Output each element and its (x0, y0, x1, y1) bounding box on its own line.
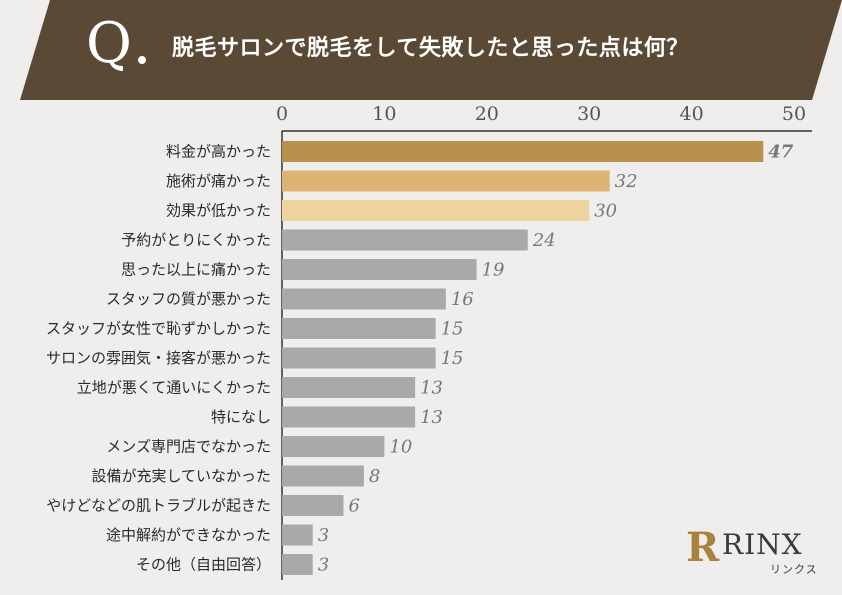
bar-value-label: 24 (532, 230, 556, 251)
x-tick-label: 50 (782, 103, 806, 125)
bar (282, 465, 364, 487)
bar-value-label: 13 (420, 378, 443, 399)
bar-value-label: 47 (768, 142, 794, 163)
x-tick-label: 30 (577, 103, 601, 125)
question-dot (138, 56, 146, 64)
bar-value-label: 10 (389, 437, 412, 458)
brand-mark-icon: R (686, 524, 720, 571)
x-tick-label: 20 (475, 103, 499, 125)
brand-name: RINX (722, 528, 803, 561)
bar-value-label: 15 (441, 319, 464, 340)
bar-value-label: 8 (369, 466, 380, 487)
category-label: スタッフの質が悪かった (106, 290, 271, 308)
bar-value-label: 3 (318, 555, 329, 576)
title-banner (20, 0, 842, 100)
bar (282, 318, 436, 339)
bar (282, 200, 590, 221)
bar (282, 229, 528, 251)
category-label: 立地が悪くて通いにくかった (77, 379, 271, 397)
category-label: メンズ専門店でなかった (106, 438, 271, 456)
category-label: 設備が充実していなかった (91, 467, 271, 485)
x-axis-ticks: 0 10 20 30 40 50 (276, 103, 806, 125)
bar-value-label: 6 (348, 496, 359, 517)
banner-shape (20, 0, 842, 100)
category-label: その他（自由回答） (136, 556, 271, 574)
bar (282, 259, 477, 280)
bar (282, 288, 446, 310)
bar (282, 495, 344, 516)
bars: 料金が高かった 47 施術が痛かった 32 効果が低かった 30 予約がとりにくかった 24 思… (46, 141, 794, 576)
category-label: 思った以上に痛かった (121, 261, 271, 279)
category-label: 特になし (211, 408, 271, 426)
brand-subtitle: リンクス (770, 563, 818, 576)
category-label: 効果が低かった (166, 202, 271, 220)
category-label: 予約がとりにくかった (121, 231, 271, 249)
x-tick-label: 0 (276, 103, 288, 125)
bar (282, 524, 313, 546)
chart-title: 脱毛サロンで脱毛をして失敗したと思った点は何？ (172, 36, 689, 61)
bar-value-label: 15 (441, 348, 464, 369)
bar (282, 170, 610, 192)
bar-value-label: 16 (451, 289, 474, 310)
bar (282, 554, 313, 575)
bar (282, 436, 385, 457)
bar (282, 141, 764, 162)
category-label: スタッフが女性で恥ずかしかった (46, 320, 271, 338)
question-letter: Q (86, 11, 132, 76)
category-label: やけどなどの肌トラブルが起きた (46, 497, 271, 515)
bar (282, 406, 416, 428)
bar-value-label: 19 (482, 260, 505, 281)
category-label: 料金が高かった (166, 143, 271, 161)
bar (282, 377, 416, 398)
category-label: 途中解約ができなかった (106, 526, 271, 544)
bar (282, 347, 436, 369)
brand-logo: R RINX リンクス (686, 524, 826, 577)
bar-value-label: 32 (615, 171, 638, 192)
bar-value-label: 13 (420, 407, 443, 428)
category-label: 施術が痛かった (166, 172, 271, 190)
bar-value-label: 30 (594, 201, 617, 222)
x-tick-label: 10 (372, 103, 396, 125)
x-tick-label: 40 (680, 103, 704, 125)
category-label: サロンの雰囲気・接客が悪かった (46, 349, 271, 367)
bar-value-label: 3 (318, 525, 329, 546)
